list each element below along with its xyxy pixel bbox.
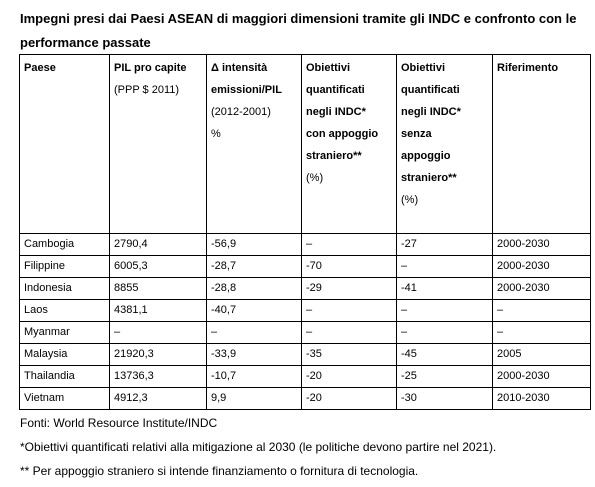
cell-riferimento: – — [492, 299, 591, 322]
header-line-bold: negli INDC* — [306, 106, 366, 118]
cell-paese: Vietnam — [19, 387, 110, 410]
source-note: Fonti: World Resource Institute/INDC — [20, 416, 218, 430]
cell-pil: 4381,1 — [109, 299, 207, 322]
header-line-bold: quantificati — [401, 84, 460, 96]
cell-con-appoggio: – — [301, 321, 397, 344]
header-line-bold: straniero** — [401, 172, 457, 184]
cell-con-appoggio: -20 — [301, 365, 397, 388]
header-line-bold: con appoggio — [306, 128, 379, 140]
cell-paese: Filippine — [19, 255, 110, 278]
cell-con-appoggio: -20 — [301, 387, 397, 410]
table-row: Laos 4381,1 -40,7 – – – — [19, 299, 591, 322]
header-line-bold: quantificati — [306, 84, 365, 96]
table-row: Myanmar – – – – – — [19, 321, 591, 344]
table-header-row: Paese PIL pro capite (PPP $ 2011) Δ inten… — [19, 54, 591, 234]
header-paese: Paese — [19, 54, 110, 234]
footnote-mitigation: *Obiettivi quantificati relativi alla mi… — [20, 440, 497, 454]
table-row: Filippine 6005,3 -28,7 -70 – 2000-2030 — [19, 255, 591, 278]
cell-senza-appoggio: -25 — [396, 365, 493, 388]
cell-paese: Malaysia — [19, 343, 110, 366]
table-row: Thailandia 13736,3 -10,7 -20 -25 2000-20… — [19, 365, 591, 388]
table-row: Cambogia 2790,4 -56,9 – -27 2000-2030 — [19, 233, 591, 256]
header-line-bold: negli INDC* — [401, 106, 461, 118]
header-riferimento: Riferimento — [492, 54, 591, 234]
header-pil: PIL pro capite (PPP $ 2011) — [109, 54, 207, 234]
cell-pil: – — [109, 321, 207, 344]
cell-paese: Laos — [19, 299, 110, 322]
header-line-bold: Riferimento — [497, 62, 559, 74]
header-line-bold: emissioni/PIL — [211, 84, 282, 96]
cell-senza-appoggio: -27 — [396, 233, 493, 256]
cell-pil: 8855 — [109, 277, 207, 300]
header-line-unit: (PPP $ 2011) — [114, 84, 180, 96]
footnotes: Fonti: World Resource Institute/INDC *Ob… — [20, 411, 590, 483]
cell-pil: 2790,4 — [109, 233, 207, 256]
header-line-bold: appoggio — [401, 150, 451, 162]
cell-paese: Thailandia — [19, 365, 110, 388]
cell-con-appoggio: -29 — [301, 277, 397, 300]
header-line-unit: % — [211, 128, 221, 140]
cell-riferimento: 2000-2030 — [492, 365, 591, 388]
cell-senza-appoggio: -30 — [396, 387, 493, 410]
cell-riferimento: 2000-2030 — [492, 233, 591, 256]
cell-senza-appoggio: – — [396, 255, 493, 278]
header-line-bold: Δ intensità — [211, 62, 268, 74]
cell-riferimento: 2000-2030 — [492, 255, 591, 278]
cell-pil: 4912,3 — [109, 387, 207, 410]
cell-riferimento: 2010-2030 — [492, 387, 591, 410]
cell-pil: 13736,3 — [109, 365, 207, 388]
cell-intensita: -40,7 — [206, 299, 302, 322]
cell-riferimento: – — [492, 321, 591, 344]
table-title: Impegni presi dai Paesi ASEAN di maggior… — [20, 11, 577, 50]
header-line-bold: straniero** — [306, 150, 362, 162]
cell-con-appoggio: – — [301, 233, 397, 256]
cell-paese: Myanmar — [19, 321, 110, 344]
cell-intensita: -56,9 — [206, 233, 302, 256]
cell-senza-appoggio: -41 — [396, 277, 493, 300]
indc-table: Paese PIL pro capite (PPP $ 2011) Δ inten… — [19, 54, 591, 410]
header-senza-appoggio: Obiettivi quantificati negli INDC* senza app… — [396, 54, 493, 234]
header-line-bold: senza — [401, 128, 432, 140]
header-line-bold: PIL pro capite — [114, 62, 187, 74]
header-intensita: Δ intensità emissioni/PIL (2012-2001)% — [206, 54, 302, 234]
footnote-foreign-support: ** Per appoggio straniero si intende fin… — [20, 464, 419, 478]
header-line-unit: (2012-2001) — [211, 106, 271, 118]
cell-intensita: -28,7 — [206, 255, 302, 278]
header-line-bold: Paese — [24, 62, 56, 74]
header-line-bold: Obiettivi — [401, 62, 446, 74]
cell-intensita: -33,9 — [206, 343, 302, 366]
cell-intensita: -10,7 — [206, 365, 302, 388]
cell-pil: 21920,3 — [109, 343, 207, 366]
cell-intensita: 9,9 — [206, 387, 302, 410]
cell-riferimento: 2000-2030 — [492, 277, 591, 300]
cell-senza-appoggio: – — [396, 321, 493, 344]
cell-riferimento: 2005 — [492, 343, 591, 366]
table-row: Vietnam 4912,3 9,9 -20 -30 2010-2030 — [19, 387, 591, 410]
header-con-appoggio: Obiettivi quantificati negli INDC* con appo… — [301, 54, 397, 234]
cell-senza-appoggio: -45 — [396, 343, 493, 366]
cell-paese: Indonesia — [19, 277, 110, 300]
cell-con-appoggio: – — [301, 299, 397, 322]
cell-senza-appoggio: – — [396, 299, 493, 322]
header-line-unit: (%) — [401, 194, 419, 206]
header-line-bold: Obiettivi — [306, 62, 351, 74]
header-line-unit: (%) — [306, 172, 324, 184]
table-row: Malaysia 21920,3 -33,9 -35 -45 2005 — [19, 343, 591, 366]
cell-intensita: – — [206, 321, 302, 344]
cell-paese: Cambogia — [19, 233, 110, 256]
cell-con-appoggio: -35 — [301, 343, 397, 366]
table-row: Indonesia 8855 -28,8 -29 -41 2000-2030 — [19, 277, 591, 300]
cell-pil: 6005,3 — [109, 255, 207, 278]
cell-intensita: -28,8 — [206, 277, 302, 300]
cell-con-appoggio: -70 — [301, 255, 397, 278]
